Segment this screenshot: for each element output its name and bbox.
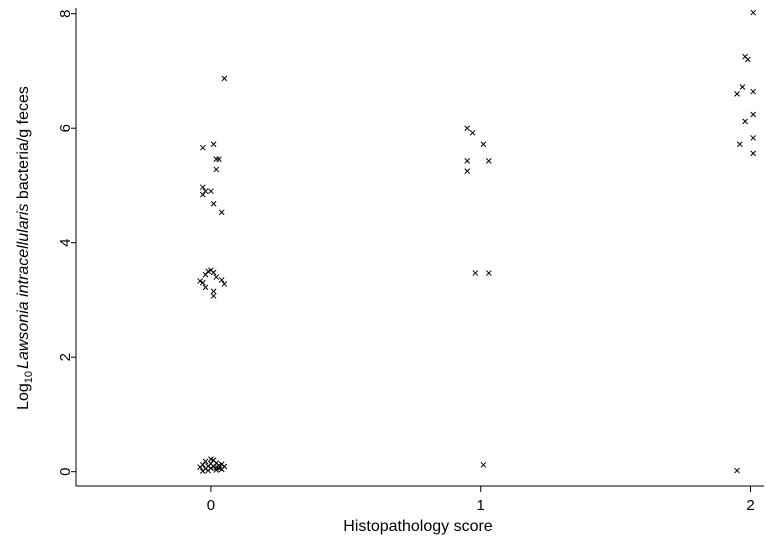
data-point	[199, 144, 206, 151]
data-point	[744, 56, 751, 63]
y-axis-title-subscript: 10	[23, 371, 35, 383]
y-tick-label: 8	[57, 10, 74, 18]
data-point	[213, 467, 220, 473]
data-point	[199, 468, 206, 474]
x-axis-ticks: 0 1 2	[207, 486, 755, 514]
data-point	[485, 157, 492, 164]
data-point	[202, 271, 209, 278]
x-tick-label: 1	[477, 497, 485, 514]
data-point	[739, 84, 746, 90]
data-point	[464, 157, 471, 164]
data-point	[210, 288, 217, 295]
y-tick-label: 0	[57, 468, 74, 476]
data-point	[469, 129, 476, 136]
data-point	[750, 150, 757, 157]
data-point	[221, 463, 228, 470]
y-axis-ticks: 0 2 4 6 8	[57, 10, 76, 476]
x-axis-title: Histopathology score	[343, 518, 493, 535]
data-point	[750, 135, 757, 141]
data-point	[742, 118, 748, 125]
data-points	[197, 9, 757, 474]
data-point	[210, 141, 217, 148]
data-point	[197, 278, 203, 284]
y-axis-title-prefix: Log	[15, 383, 32, 410]
data-point	[208, 188, 214, 195]
data-point	[199, 184, 206, 191]
data-point	[210, 200, 217, 207]
data-point	[472, 270, 479, 276]
data-point	[734, 467, 740, 474]
data-point	[202, 188, 209, 195]
data-point	[221, 75, 228, 82]
x-tick-label: 2	[746, 497, 754, 514]
x-tick-label: 0	[207, 497, 215, 514]
data-point	[750, 88, 757, 95]
data-point	[202, 284, 209, 291]
data-point	[210, 269, 217, 276]
data-point	[750, 9, 757, 16]
data-point	[736, 141, 743, 148]
y-axis-title-suffix: bacteria/g feces	[15, 86, 32, 203]
data-point	[480, 461, 487, 468]
data-point	[208, 465, 214, 472]
data-point	[750, 111, 757, 118]
data-point	[213, 274, 220, 280]
data-point	[216, 156, 222, 162]
y-tick-label: 4	[57, 239, 74, 247]
y-axis-title: Log10 Lawsonia intracellularis bacteria/g…	[15, 86, 35, 410]
data-point	[218, 209, 225, 216]
data-point	[210, 293, 217, 299]
data-point	[464, 168, 471, 175]
data-point	[221, 281, 228, 287]
data-point	[213, 166, 220, 173]
data-point	[202, 458, 209, 465]
data-point	[734, 91, 740, 97]
data-point	[208, 456, 214, 462]
data-point	[464, 125, 471, 132]
data-point	[480, 141, 487, 148]
data-point	[485, 270, 492, 276]
data-point	[199, 279, 206, 286]
data-point	[199, 191, 206, 198]
data-point	[213, 464, 220, 471]
y-axis-title-italic: Lawsonia intracellularis	[15, 204, 32, 369]
y-tick-label: 2	[57, 353, 74, 361]
data-point	[218, 277, 225, 283]
y-tick-label: 6	[57, 124, 74, 132]
data-point	[199, 461, 206, 468]
